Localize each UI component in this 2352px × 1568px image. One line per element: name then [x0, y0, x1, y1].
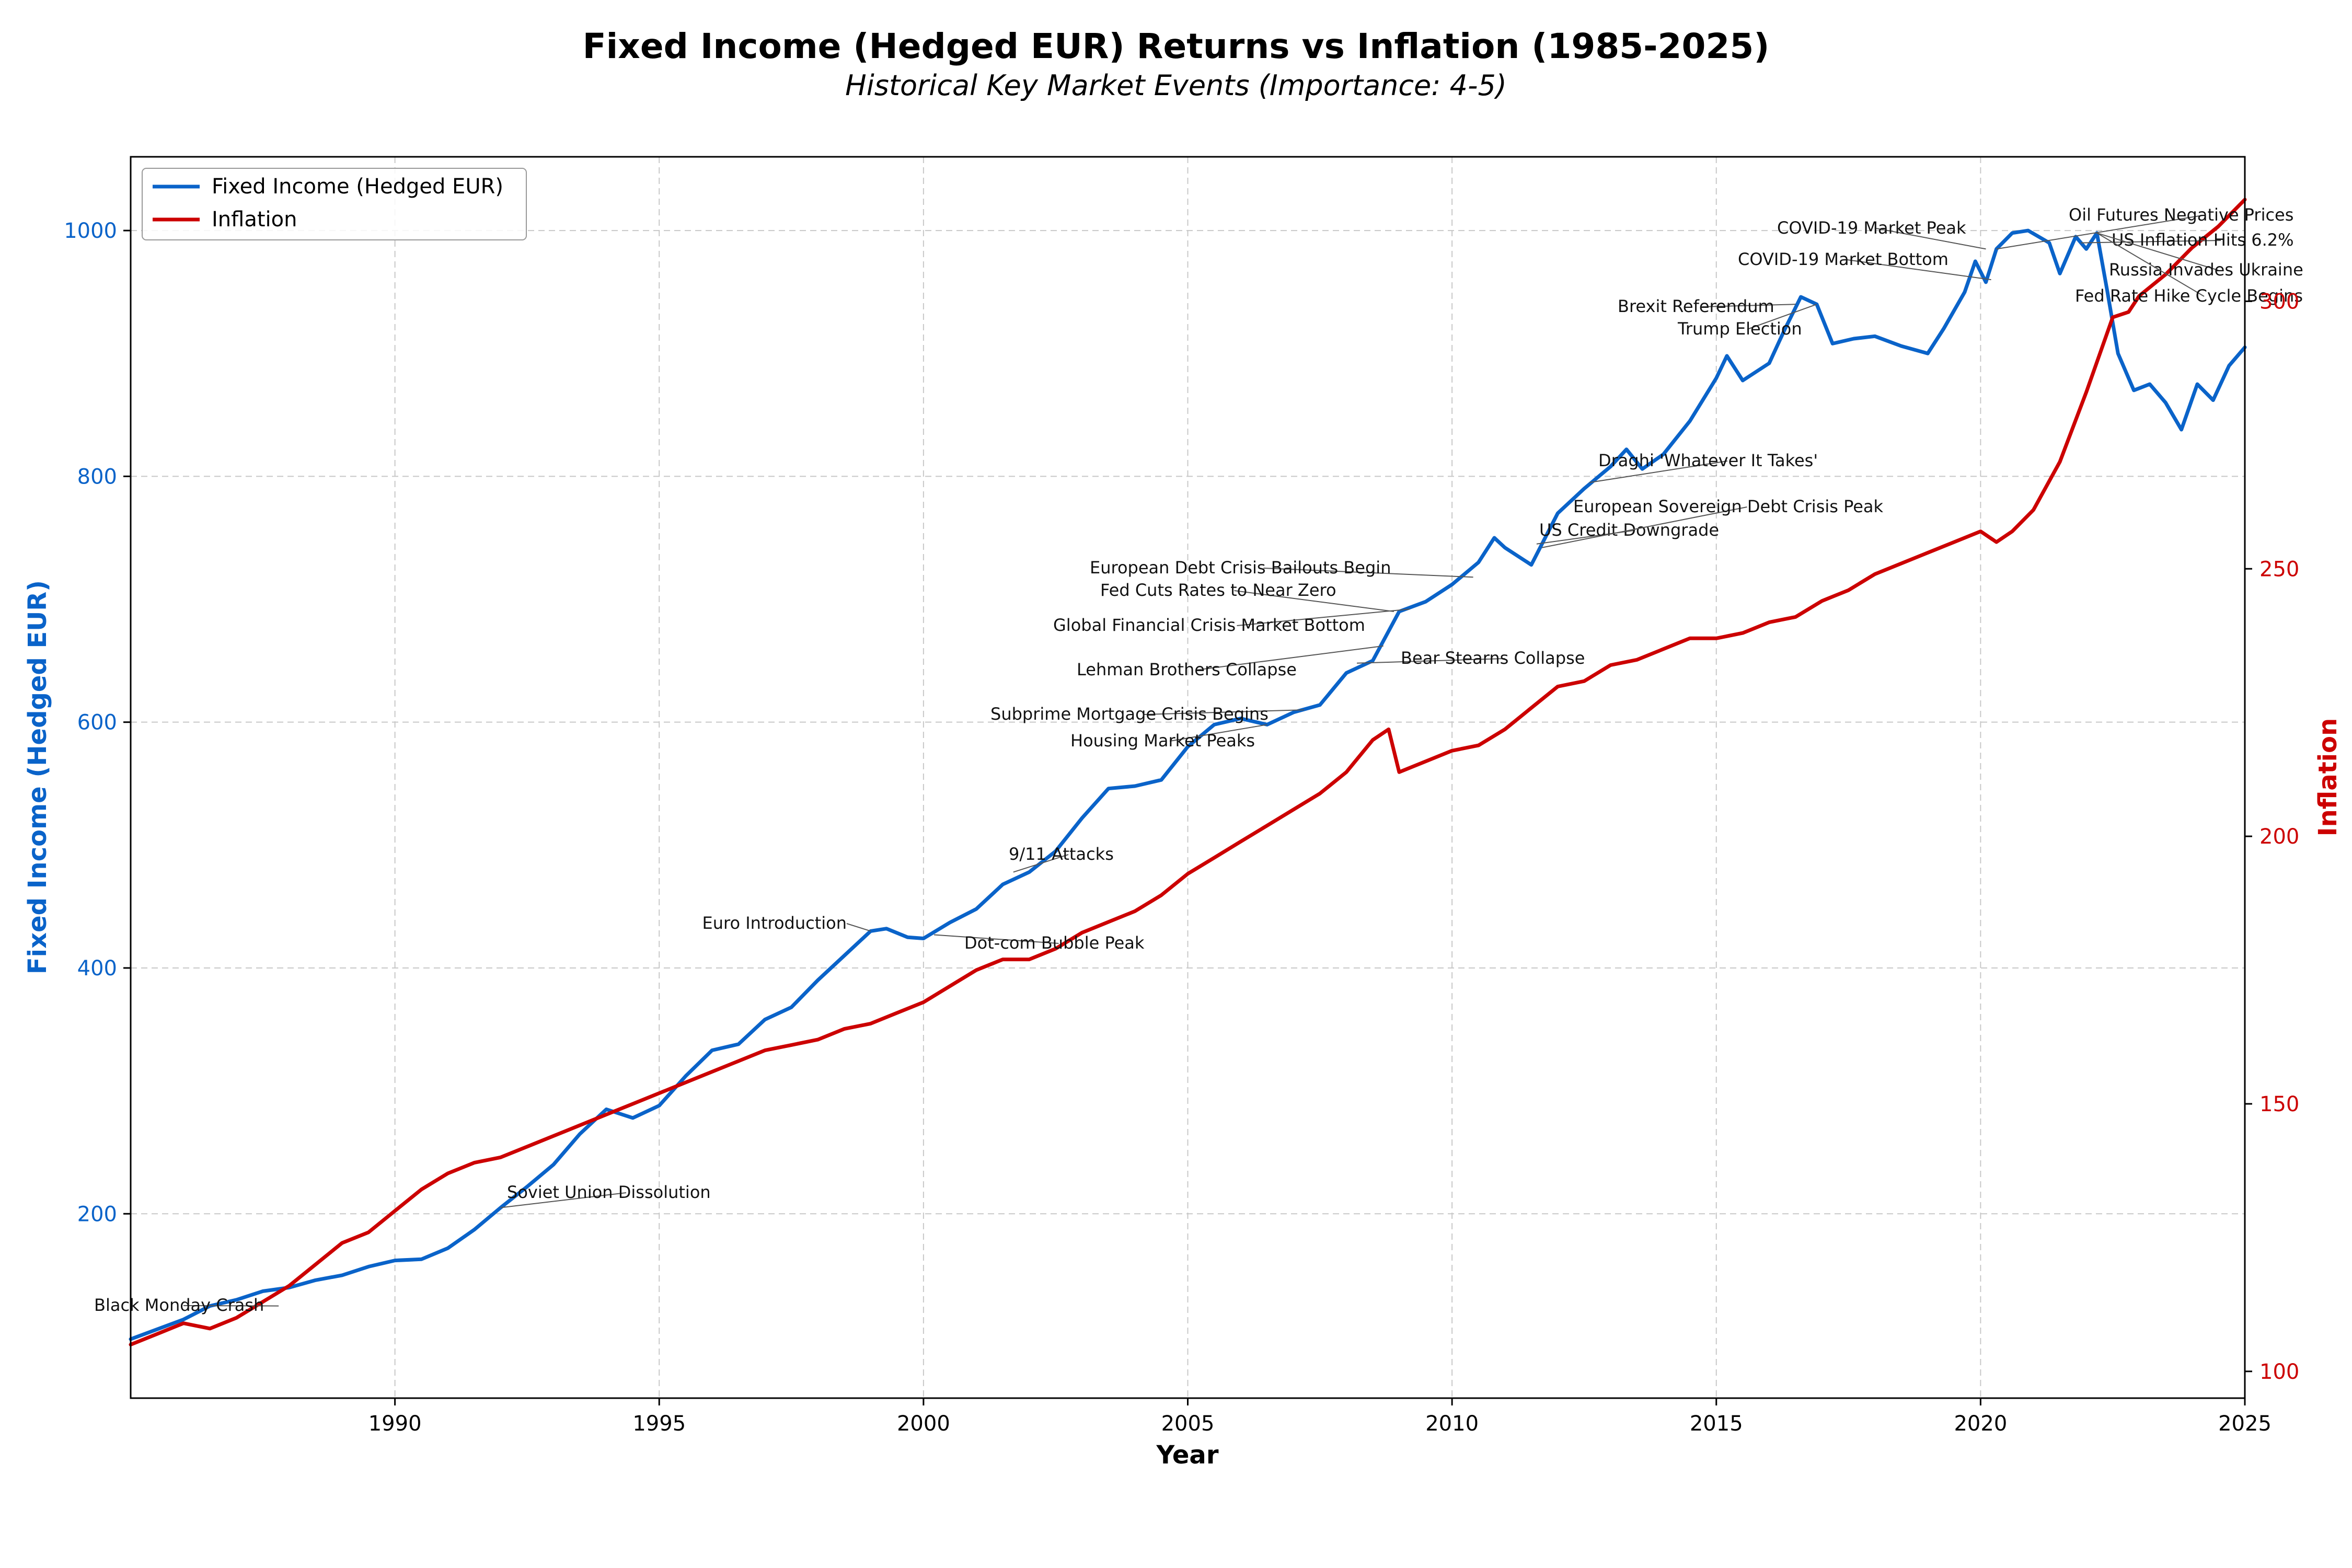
- annotation-label: European Sovereign Debt Crisis Peak: [1573, 497, 1884, 516]
- annotation-leader-21: [2096, 232, 2219, 271]
- annotation-leader-2: [846, 923, 871, 932]
- annotation-label: Draghi 'Whatever It Takes': [1598, 451, 1818, 470]
- x-tick-label-1995: 1995: [632, 1412, 686, 1436]
- annotation-label: Oil Futures Negative Prices: [2069, 205, 2293, 225]
- y-right-tick-label-250: 250: [2259, 557, 2299, 581]
- y-left-tick-label-400: 400: [77, 956, 117, 981]
- chart-subtitle: Historical Key Market Events (Importance…: [845, 69, 1507, 102]
- x-tick-label-2015: 2015: [1690, 1412, 1743, 1436]
- annotation-label: US Inflation Hits 6.2%: [2112, 230, 2294, 250]
- annotation-leader-5: [1169, 724, 1267, 742]
- grid-layer: [131, 157, 2245, 1398]
- y-right-tick-label-150: 150: [2259, 1092, 2299, 1116]
- annotation-label: Brexit Referendum: [1618, 296, 1774, 316]
- annotation-leader-3: [934, 934, 1059, 944]
- y-left-tick-label-200: 200: [77, 1202, 117, 1226]
- y-axis-left: 200 400 600 800 1000: [64, 219, 131, 1226]
- annotation-label: European Debt Crisis Bailouts Begin: [1090, 558, 1391, 578]
- annotation-label: Soviet Union Dissolution: [507, 1182, 711, 1202]
- legend-box: [142, 168, 527, 240]
- annotation-label: Housing Market Peaks: [1070, 731, 1255, 751]
- y-right-tick-label-200: 200: [2259, 825, 2299, 849]
- y-axis-left-label: Fixed Income (Hedged EUR): [23, 580, 52, 974]
- y-left-tick-label-800: 800: [77, 465, 117, 489]
- y-axis-right-label: Inflation: [2313, 718, 2343, 837]
- annotation-leader-1: [500, 1192, 627, 1208]
- annotation-label: COVID-19 Market Bottom: [1738, 249, 1949, 269]
- annotation-leader-6: [1144, 709, 1305, 715]
- legend-label-fixed-income: Fixed Income (Hedged EUR): [212, 175, 503, 199]
- annotation-label: COVID-19 Market Peak: [1777, 218, 1966, 238]
- y-right-tick-label-300: 300: [2259, 290, 2299, 314]
- annotation-label: Global Financial Crisis Market Bottom: [1053, 615, 1365, 635]
- annotation-leader-16: [1747, 304, 1817, 330]
- legend-label-inflation: Inflation: [212, 207, 297, 232]
- x-axis-label: Year: [1156, 1440, 1219, 1470]
- inflation-line: [129, 198, 2247, 1347]
- x-tick-label-2000: 2000: [897, 1412, 950, 1436]
- annotation-leader-4: [1013, 854, 1069, 873]
- x-axis: 1990 1995 2000 2005 2010 2015 2020 2025: [368, 1398, 2272, 1436]
- x-tick-label-2010: 2010: [1425, 1412, 1479, 1436]
- annotation-label: Trump Election: [1677, 319, 1802, 339]
- annotation-leader-17: [1876, 228, 1986, 250]
- annotation-layer: Black Monday Crash Soviet Union Dissoluti…: [94, 205, 2303, 1315]
- annotation-label: Fed Cuts Rates to Near Zero: [1100, 580, 1336, 600]
- annotation-leader-11: [1263, 568, 1473, 578]
- annotation-leader-9: [1237, 608, 1410, 626]
- annotation-label: Euro Introduction: [702, 913, 847, 933]
- y-left-tick-label-1000: 1000: [64, 219, 117, 243]
- y-left-tick-label-600: 600: [77, 711, 117, 735]
- annotation-label: Lehman Brothers Collapse: [1077, 660, 1297, 679]
- annotation-leader-7: [1357, 658, 1505, 664]
- x-tick-label-2025: 2025: [2218, 1412, 2272, 1436]
- x-tick-label-1990: 1990: [368, 1412, 422, 1436]
- y-axis-right: 100 150 200 250 300: [2245, 290, 2299, 1384]
- fixed-income-line: [129, 228, 2247, 1341]
- annotation-label: Bear Stearns Collapse: [1401, 648, 1585, 668]
- x-tick-label-2005: 2005: [1161, 1412, 1215, 1436]
- legend: Fixed Income (Hedged EUR) Inflation: [142, 168, 527, 240]
- annotation-label: Russia Invades Ukraine: [2109, 260, 2303, 280]
- annotation-leader-22: [2096, 232, 2205, 297]
- annotation-leader-10: [1234, 590, 1394, 613]
- x-tick-label-2020: 2020: [1954, 1412, 2007, 1436]
- annotation-leader-20: [2081, 240, 2221, 244]
- annotation-leader-19: [1996, 215, 2203, 250]
- annotation-label: Subprime Mortgage Crisis Begins: [990, 704, 1269, 724]
- annotation-leader-13: [1541, 506, 1747, 548]
- y-right-tick-label-100: 100: [2259, 1360, 2299, 1384]
- annotation-label: Fed Rate Hike Cycle Begins: [2075, 286, 2303, 306]
- annotation-label: 9/11 Attacks: [1009, 844, 1114, 864]
- annotation-label: Black Monday Crash: [94, 1295, 264, 1315]
- annotation-leader-8: [1195, 645, 1383, 671]
- annotation-leader-15: [1702, 304, 1796, 307]
- series-layer: [129, 198, 2247, 1347]
- annotation-leader-18: [1847, 259, 1991, 281]
- annotation-leader-14: [1589, 460, 1728, 483]
- chart-title: Fixed Income (Hedged EUR) Returns vs Inf…: [582, 26, 1770, 66]
- annotation-label: Dot-com Bubble Peak: [964, 933, 1145, 953]
